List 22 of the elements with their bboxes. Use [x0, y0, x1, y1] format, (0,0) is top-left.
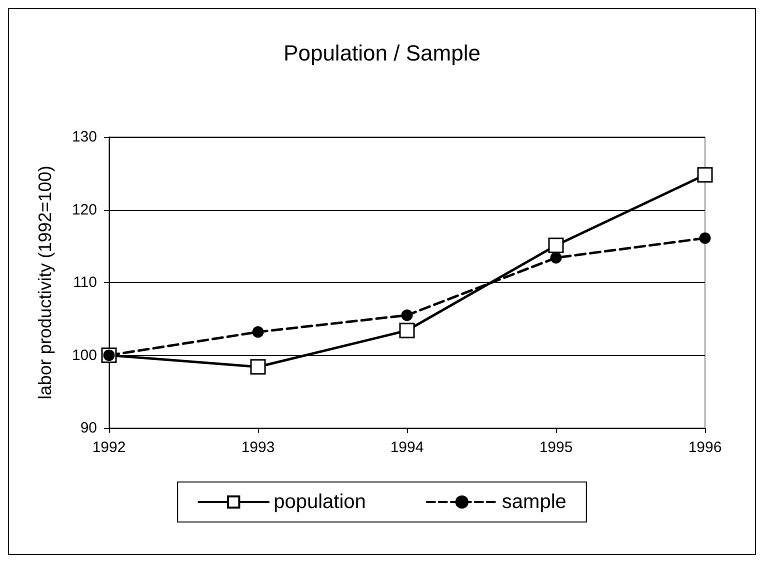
x-tick-label: 1993 [241, 439, 275, 456]
chart-title: Population / Sample [284, 40, 480, 66]
y-tick-label: 100 [72, 346, 97, 364]
x-tick-label: 1995 [539, 439, 573, 456]
point [401, 309, 413, 321]
legend-label: population [274, 491, 366, 513]
point [399, 322, 415, 338]
point [548, 238, 564, 254]
y-tick-label: 120 [72, 201, 97, 218]
x-tick-label: 1992 [92, 439, 126, 456]
y-tick-label: 90 [80, 420, 97, 436]
y-tick-label: 110 [73, 274, 97, 291]
x-tick-label: 1994 [390, 439, 424, 456]
point [697, 167, 713, 183]
point [550, 252, 562, 264]
point [252, 326, 264, 338]
y-axis-title: labor productivity (1992=100) [35, 166, 55, 400]
y-tick-label: 130 [72, 128, 97, 146]
point [250, 359, 266, 375]
legend-label: sample [502, 491, 566, 513]
point [699, 232, 711, 244]
x-tick-label: 1996 [688, 439, 722, 456]
